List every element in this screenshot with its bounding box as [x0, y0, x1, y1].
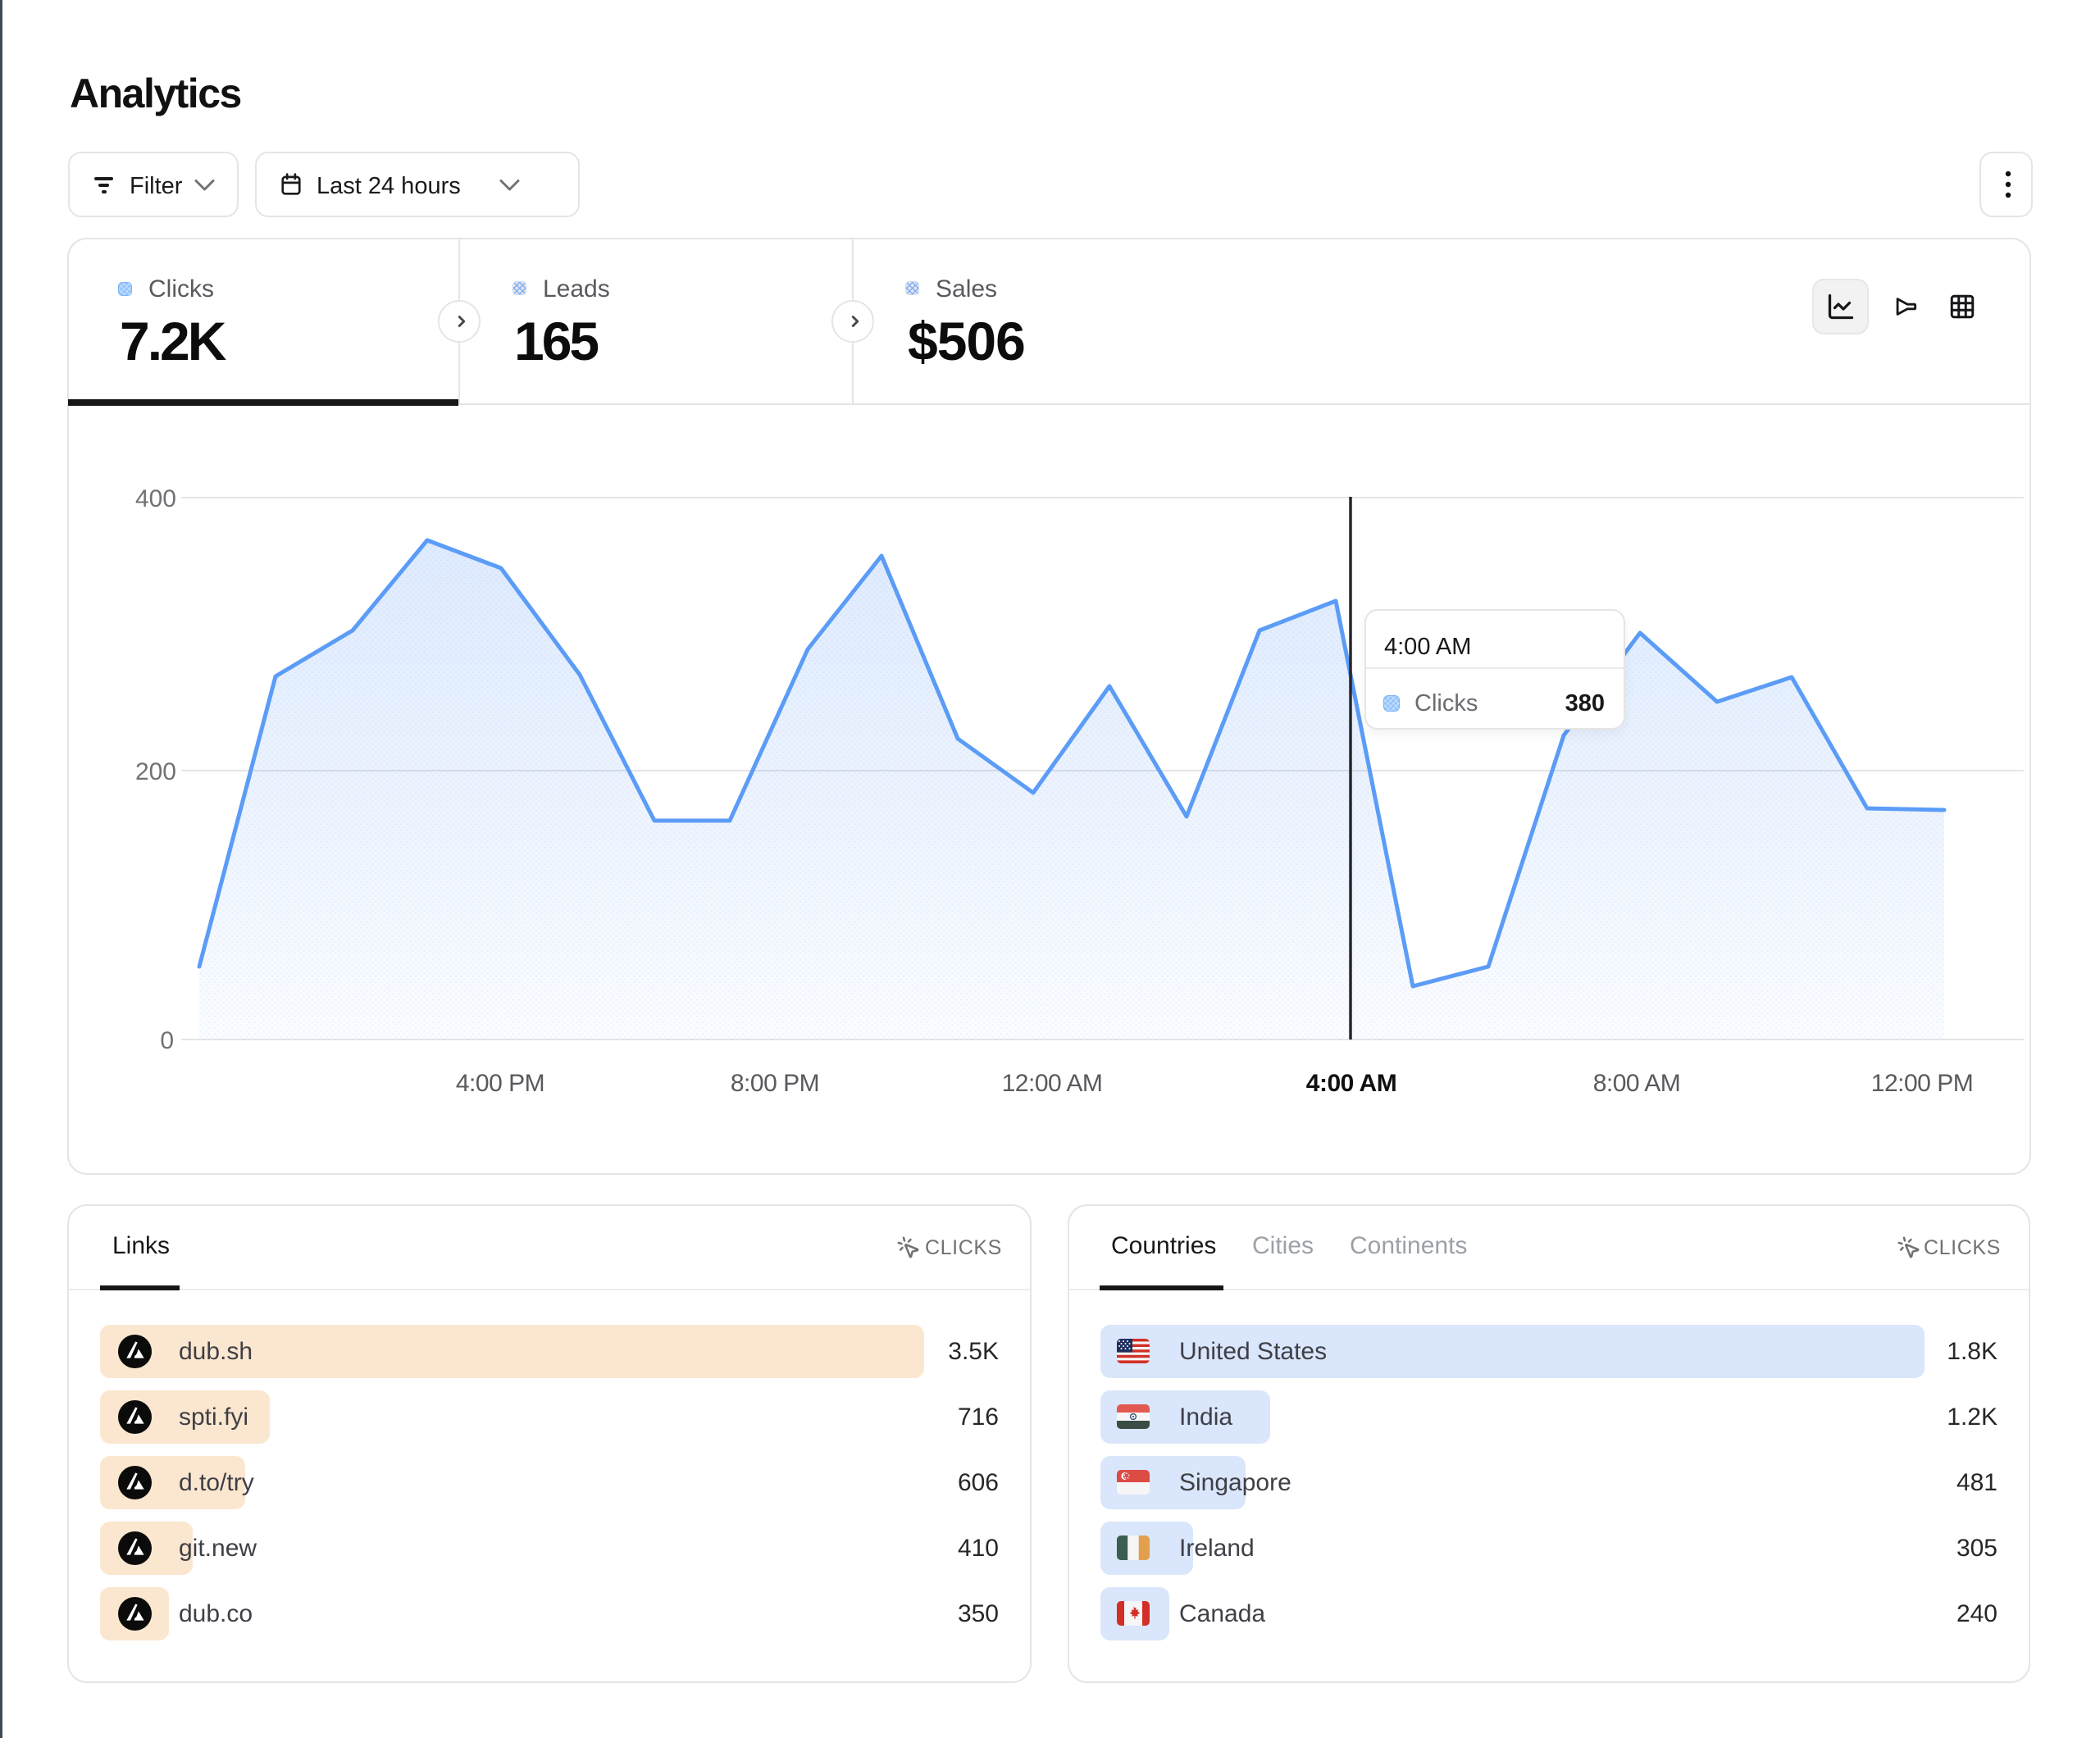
svg-text:4:00 AM: 4:00 AM	[1306, 1070, 1396, 1097]
svg-text:4:00 PM: 4:00 PM	[456, 1070, 544, 1097]
svg-text:8:00 AM: 8:00 AM	[1593, 1070, 1681, 1097]
svg-text:200: 200	[135, 758, 176, 785]
svg-text:12:00 PM: 12:00 PM	[1871, 1070, 1973, 1097]
svg-text:12:00 AM: 12:00 AM	[1002, 1070, 1103, 1097]
svg-text:8:00 PM: 8:00 PM	[731, 1070, 819, 1097]
svg-text:0: 0	[160, 1027, 174, 1054]
svg-text:400: 400	[135, 485, 176, 512]
